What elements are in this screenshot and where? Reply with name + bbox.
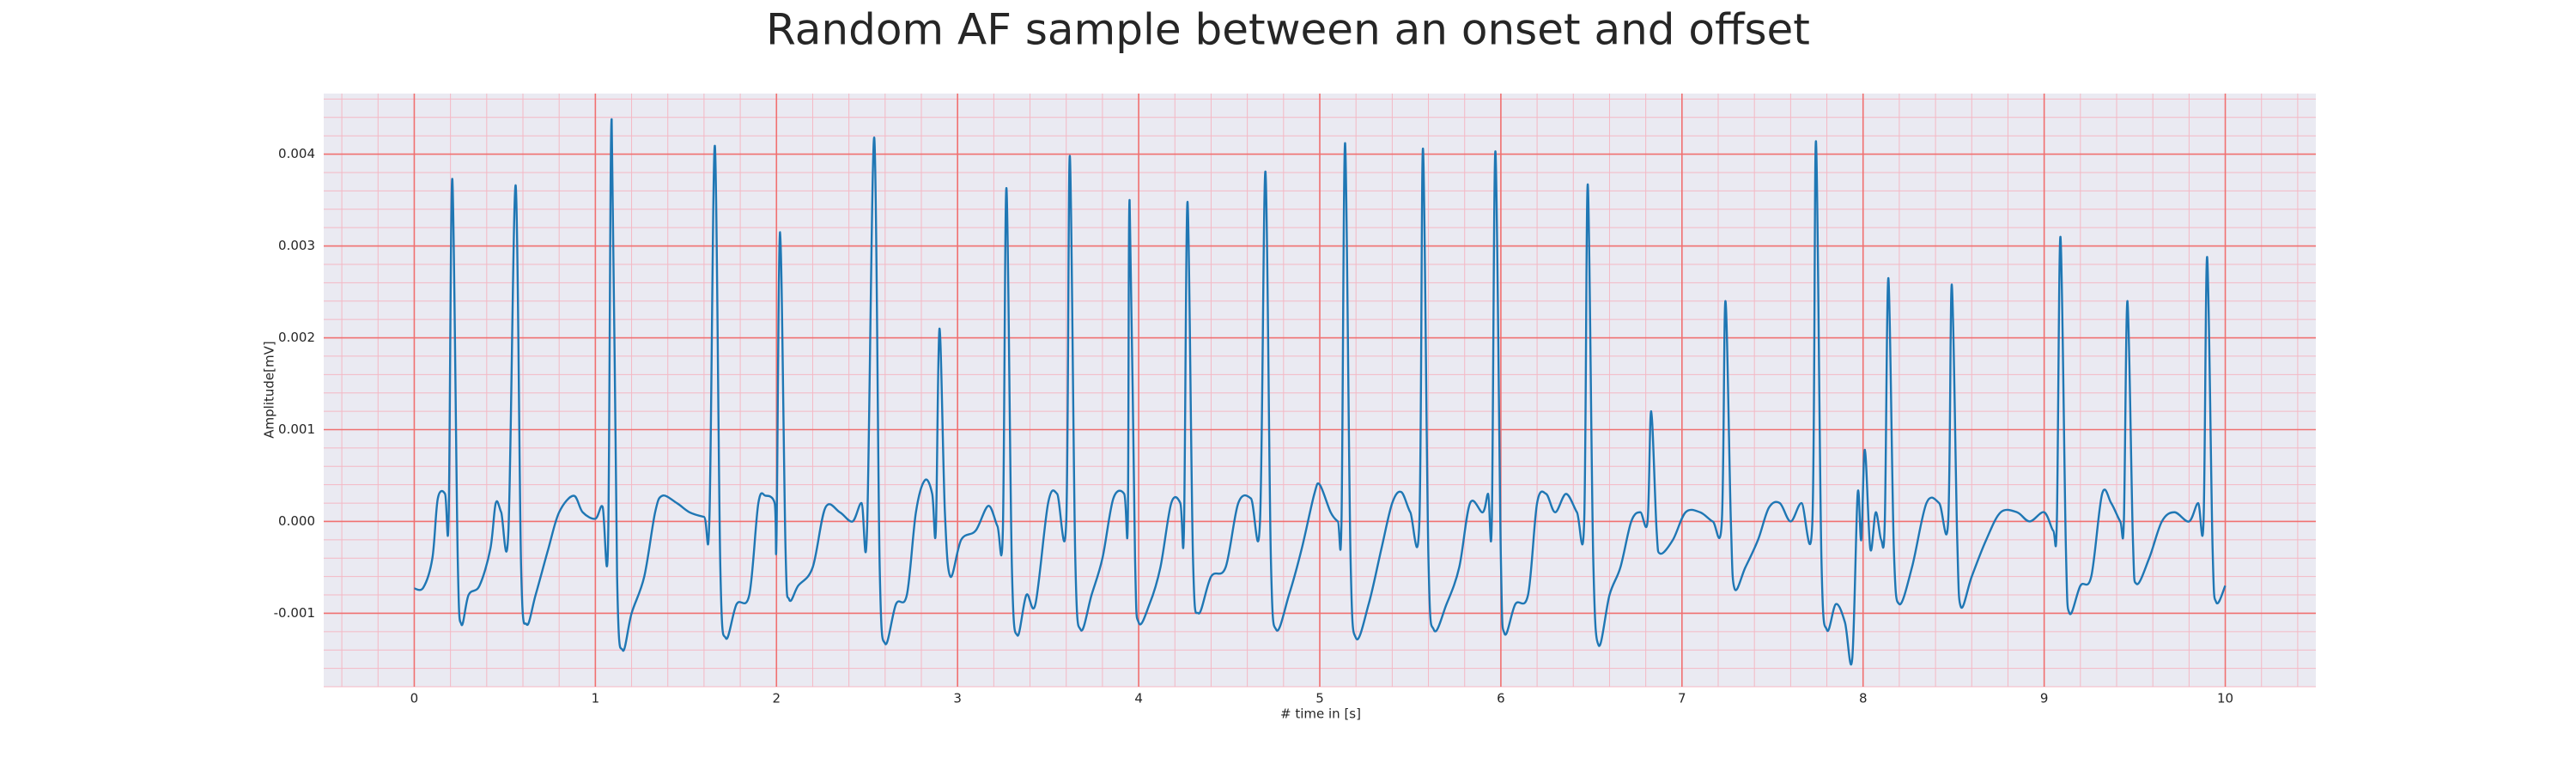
x-tick-label: 4 xyxy=(1134,691,1143,706)
x-tick-label: 8 xyxy=(1859,691,1868,706)
x-axis-label: # time in [s] xyxy=(1280,706,1361,722)
ecg-line xyxy=(414,118,2227,666)
x-tick-label: 0 xyxy=(410,691,419,706)
x-tick-label: 6 xyxy=(1497,691,1505,706)
y-tick-label: 0.000 xyxy=(278,513,315,529)
grid xyxy=(324,94,2316,688)
x-tick-label: 9 xyxy=(2040,691,2049,706)
y-tick-label: -0.001 xyxy=(274,605,315,621)
y-tick-label: 0.001 xyxy=(278,421,315,437)
x-tick-label: 10 xyxy=(2217,691,2233,706)
y-tick-label: 0.003 xyxy=(278,238,315,253)
x-tick-label: 5 xyxy=(1315,691,1324,706)
y-axis-label: Amplitude[mV] xyxy=(262,341,277,438)
y-tick-label: 0.002 xyxy=(278,330,315,345)
y-tick-label: 0.004 xyxy=(278,146,315,161)
chart-title: Random AF sample between an onset and of… xyxy=(766,5,1810,55)
x-tick-label: 2 xyxy=(772,691,781,706)
x-tick-label: 7 xyxy=(1678,691,1686,706)
x-tick-label: 3 xyxy=(953,691,962,706)
x-tick-label: 1 xyxy=(592,691,600,706)
